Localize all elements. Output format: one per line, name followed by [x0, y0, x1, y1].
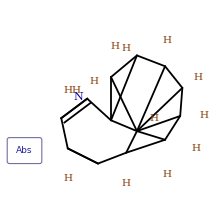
Text: H: H — [72, 86, 81, 95]
Text: H: H — [163, 36, 172, 45]
FancyBboxPatch shape — [7, 138, 42, 164]
Text: H: H — [111, 42, 120, 51]
Text: N: N — [73, 92, 83, 102]
Text: Abs: Abs — [16, 146, 33, 155]
Text: H: H — [150, 114, 159, 123]
Text: H: H — [122, 179, 131, 188]
Text: H: H — [122, 44, 131, 53]
Text: H: H — [163, 170, 172, 179]
Text: H: H — [63, 86, 72, 95]
Text: H: H — [191, 144, 200, 153]
Text: H: H — [200, 111, 209, 120]
Text: H: H — [89, 77, 98, 86]
Text: H: H — [63, 174, 72, 183]
Text: H: H — [193, 72, 202, 81]
